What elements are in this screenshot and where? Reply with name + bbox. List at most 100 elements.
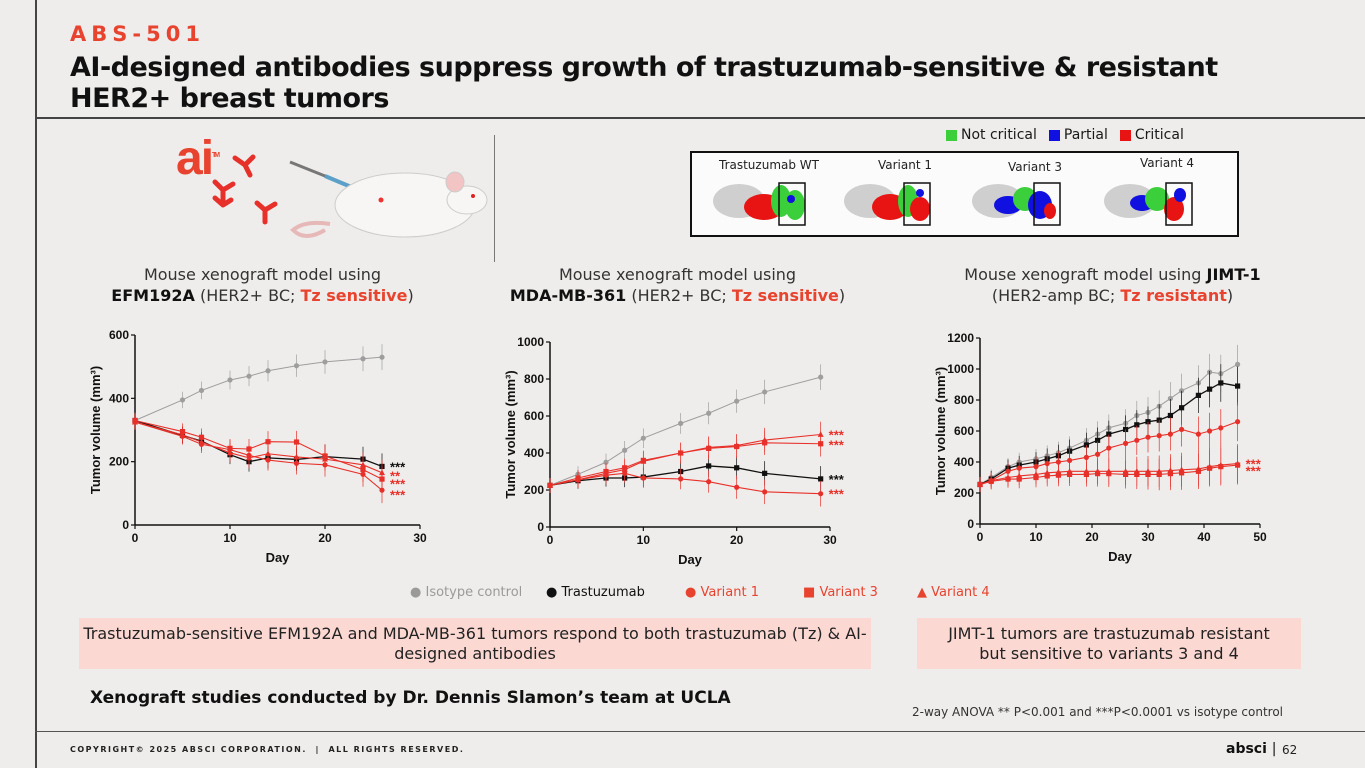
series-line (134, 421, 383, 491)
data-point (761, 436, 768, 443)
data-point (1167, 395, 1173, 402)
x-tick-label: 20 (318, 531, 332, 545)
data-point (1083, 468, 1090, 474)
x-tick-label: 40 (1197, 530, 1211, 544)
series-variant-3 (132, 412, 385, 493)
data-point (1167, 467, 1174, 473)
y-tick-label: 600 (524, 409, 544, 423)
antibody-icons (212, 154, 278, 225)
data-point (977, 481, 983, 487)
data-point (1083, 442, 1089, 448)
legend-not-critical: Not critical (946, 127, 1037, 143)
data-point (1234, 460, 1241, 466)
data-point (1095, 451, 1101, 457)
data-point (1044, 469, 1051, 476)
data-point (1218, 380, 1224, 386)
legend-critical: Critical (1119, 127, 1184, 143)
data-point (817, 431, 824, 437)
panel-title-efm192a: Mouse xenograft model using EFM192A (HER… (111, 265, 414, 305)
data-point (603, 470, 609, 476)
significance-label: *** (829, 438, 845, 453)
data-point (1235, 361, 1241, 367)
series-trastuzumab (547, 454, 824, 493)
legend-variant-4: ▲ Variant 4 (917, 585, 990, 600)
data-point (734, 398, 740, 404)
series-isotype-control (547, 364, 824, 493)
structure-variant-3: Variant 3 (970, 153, 1100, 237)
series-variant-3 (547, 430, 824, 493)
series-line (134, 419, 383, 480)
data-point (360, 356, 366, 362)
page-title: AI-designed antibodies suppress growth o… (70, 52, 1218, 114)
data-point (1106, 431, 1112, 437)
data-point (1195, 392, 1201, 398)
data-point (322, 359, 328, 365)
data-point (762, 489, 768, 495)
y-tick-label: 1000 (947, 362, 974, 376)
data-point (1206, 463, 1213, 470)
callout-sensitive: Trastuzumab-sensitive EFM192A and MDA-MB… (79, 618, 871, 669)
y-tick-label: 1000 (517, 335, 544, 349)
y-tick-label: 400 (524, 446, 544, 460)
data-point (265, 368, 271, 374)
structure-variant-1: Variant 1 (840, 153, 970, 237)
data-point (547, 482, 553, 488)
callout-resistant: JIMT-1 tumors are trastuzumab resistant … (917, 618, 1301, 669)
data-point (1179, 405, 1185, 411)
significance-label: *** (829, 428, 845, 443)
data-point (818, 491, 824, 497)
divider (494, 135, 495, 262)
legend-variant-1: ● Variant 1 (685, 585, 759, 600)
y-tick-label: 200 (524, 483, 544, 497)
y-tick-label: 200 (109, 455, 129, 469)
x-tick-label: 30 (413, 531, 427, 545)
legend-trastuzumab: ● Trastuzumab (546, 585, 645, 600)
data-point (640, 435, 646, 441)
data-point (1122, 468, 1129, 474)
y-tick-label: 800 (524, 372, 544, 386)
structure-trastuzumab-wt: Trastuzumab WT (704, 153, 834, 237)
data-point (1095, 437, 1101, 443)
y-tick-label: 600 (109, 328, 129, 342)
data-point (1167, 412, 1173, 419)
chart-mda-mb-361: 0 200 400 600 800 1000 0 10 20 30 Day Tumor volume … (503, 335, 845, 567)
series-isotype-control (132, 344, 385, 429)
data-point (1134, 422, 1140, 428)
significance-label: ** (390, 468, 401, 483)
data-point (705, 444, 712, 450)
data-point (706, 463, 712, 469)
brand-logo: absci | (1226, 741, 1277, 757)
data-point (762, 389, 768, 395)
data-point (1179, 388, 1185, 394)
chart-efm192a: 0 200 400 600 0 10 20 30 Day Tumor volume (mm³) **… (88, 328, 427, 565)
data-point (265, 450, 271, 457)
data-point (227, 449, 233, 456)
y-tick-label: 0 (967, 517, 974, 531)
x-tick-label: 0 (977, 530, 984, 544)
x-tick-label: 20 (1085, 530, 1099, 544)
data-point (1156, 433, 1162, 439)
data-point (1083, 454, 1089, 460)
x-tick-label: 30 (823, 533, 837, 547)
data-point (640, 475, 646, 481)
x-tick-label: 50 (1253, 530, 1267, 544)
kicker: ABS-501 (70, 22, 205, 46)
significance-label: *** (390, 477, 406, 492)
footer-rule (35, 731, 1365, 732)
data-point (1033, 471, 1039, 477)
significance-label: *** (1246, 457, 1262, 472)
panel-title-mda-mb-361: Mouse xenograft model using MDA-MB-361 (… (509, 265, 846, 305)
data-point (1094, 468, 1101, 474)
stats-note: 2-way ANOVA ** P<0.001 and ***P<0.0001 v… (912, 705, 1284, 719)
data-point (293, 453, 300, 460)
data-point (1235, 383, 1241, 389)
data-point (734, 465, 740, 471)
y-tick-label: 1200 (947, 331, 974, 345)
data-point (1005, 474, 1011, 480)
significance-label: *** (390, 459, 406, 474)
data-point (1134, 437, 1140, 443)
data-point (1217, 461, 1224, 468)
series-line (549, 465, 821, 487)
data-point (621, 466, 628, 473)
y-tick-label: 200 (954, 486, 974, 500)
